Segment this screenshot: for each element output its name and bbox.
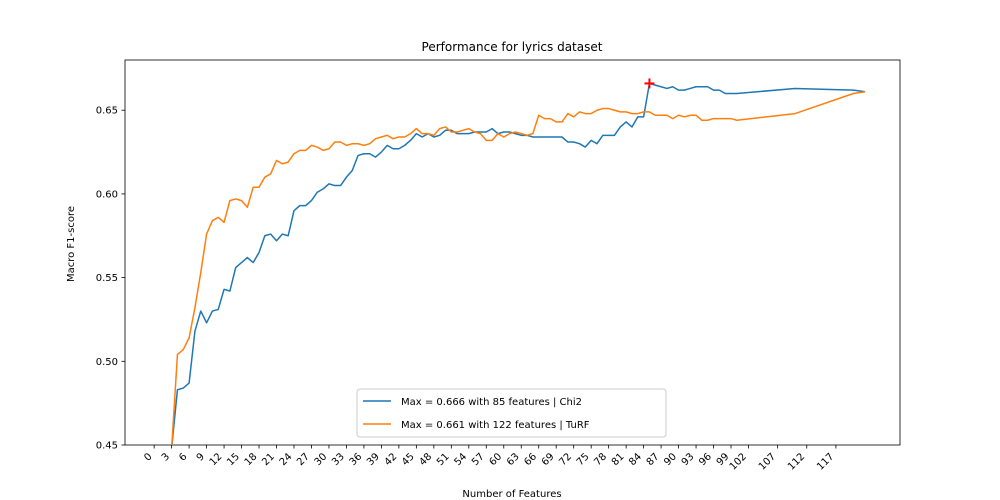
plot-area [124,59,901,446]
y-tick-label: 0.55 [96,273,118,284]
legend: Max = 0.666 with 85 features | Chi2 Max … [356,388,667,438]
legend-label-chi2: Max = 0.666 with 85 features | Chi2 [401,397,582,408]
axes-frame [124,59,901,446]
max-marker [644,78,655,89]
x-axis-label: Number of Features [462,489,561,500]
y-axis-label: Macro F1-score [66,206,77,282]
legend-box [356,388,667,438]
series-line-turf [171,91,866,445]
legend-label-turf: Max = 0.661 with 122 features | TuRF [401,420,590,431]
y-tick-label: 0.60 [96,189,118,200]
marker-layer [644,78,655,89]
chart-title: Performance for lyrics dataset [422,40,603,54]
y-axis-ticks: 0.45 0.50 0.55 0.60 0.65 [96,106,125,452]
y-tick-label: 0.65 [96,106,118,117]
series-layer [171,82,866,445]
y-tick-label: 0.45 [96,441,118,452]
series-line-chi2 [171,82,866,445]
y-tick-label: 0.50 [96,357,118,368]
